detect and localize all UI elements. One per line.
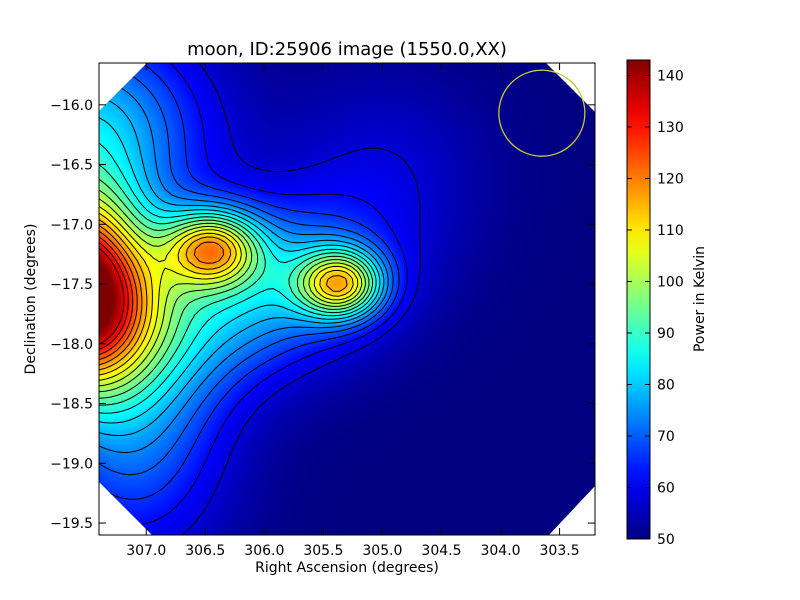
contour-lines (99, 63, 421, 535)
contour-line (99, 178, 370, 399)
heatmap-image (99, 63, 595, 535)
contour-line (99, 189, 366, 393)
contour-line (99, 142, 377, 414)
x-tick-label: 304.5 (421, 543, 461, 559)
y-tick-label: −16.0 (50, 98, 93, 114)
contour-line (179, 63, 421, 535)
colorbar-ticks: 50 60 70 80 90 100 110 120 130 140 (627, 68, 684, 548)
y-tick-label: −18.0 (50, 337, 93, 353)
colorbar: 50 60 70 80 90 100 110 120 130 140 Power in Kelvi… (626, 59, 708, 548)
x-axis: 307.0 306.5 306.0 305.5 305.0 304.5 304.0 303.5 (126, 63, 580, 559)
y-axis-label: Declination (degrees) (23, 224, 39, 375)
y-tick-label: −17.5 (50, 277, 93, 293)
plot-area (98, 62, 596, 536)
plot-frame (98, 62, 596, 536)
contour-line (99, 230, 138, 361)
contour-line (99, 212, 354, 376)
x-tick-label: 304.0 (480, 543, 520, 559)
x-tick-label: 305.5 (303, 543, 343, 559)
x-tick-label: 306.0 (244, 543, 284, 559)
colorbar-tick-label: 50 (657, 532, 675, 548)
y-tick-label: −17.0 (50, 217, 93, 233)
colorbar-tick-label: 80 (657, 377, 675, 393)
x-tick-label: 307.0 (126, 543, 166, 559)
colorbar-tick-label: 100 (657, 274, 684, 290)
colorbar-tick-label: 110 (657, 223, 684, 239)
colorbar-label: Power in Kelvin (692, 246, 708, 352)
colorbar-gradient (626, 59, 651, 540)
y-axis: −16.0 −16.5 −17.0 −17.5 −18.0 −18.5 −19.0 −19.5 (50, 98, 595, 532)
colorbar-tick-label: 60 (657, 480, 675, 496)
colorbar-tick-label: 70 (657, 429, 675, 445)
chart-title: moon, ID:25906 image (1550.0,XX) (187, 39, 507, 60)
colorbar-tick-label: 130 (657, 120, 684, 136)
colorbar-tick-label: 140 (657, 68, 684, 84)
x-tick-label: 306.5 (185, 543, 225, 559)
y-tick-label: −19.5 (50, 516, 93, 532)
colorbar-tick-label: 90 (657, 326, 675, 342)
y-tick-label: −19.0 (50, 456, 93, 472)
x-tick-label: 303.5 (540, 543, 580, 559)
contour-line (99, 219, 348, 371)
contour-line (99, 117, 381, 424)
y-tick-label: −18.5 (50, 397, 93, 413)
x-axis-label: Right Ascension (degrees) (255, 560, 439, 576)
y-tick-label: −16.5 (50, 158, 93, 174)
x-tick-label: 305.0 (362, 543, 402, 559)
colorbar-tick-label: 120 (657, 171, 684, 187)
contour-line (99, 198, 363, 387)
contour-line (99, 224, 224, 366)
beam-circle (498, 69, 586, 157)
